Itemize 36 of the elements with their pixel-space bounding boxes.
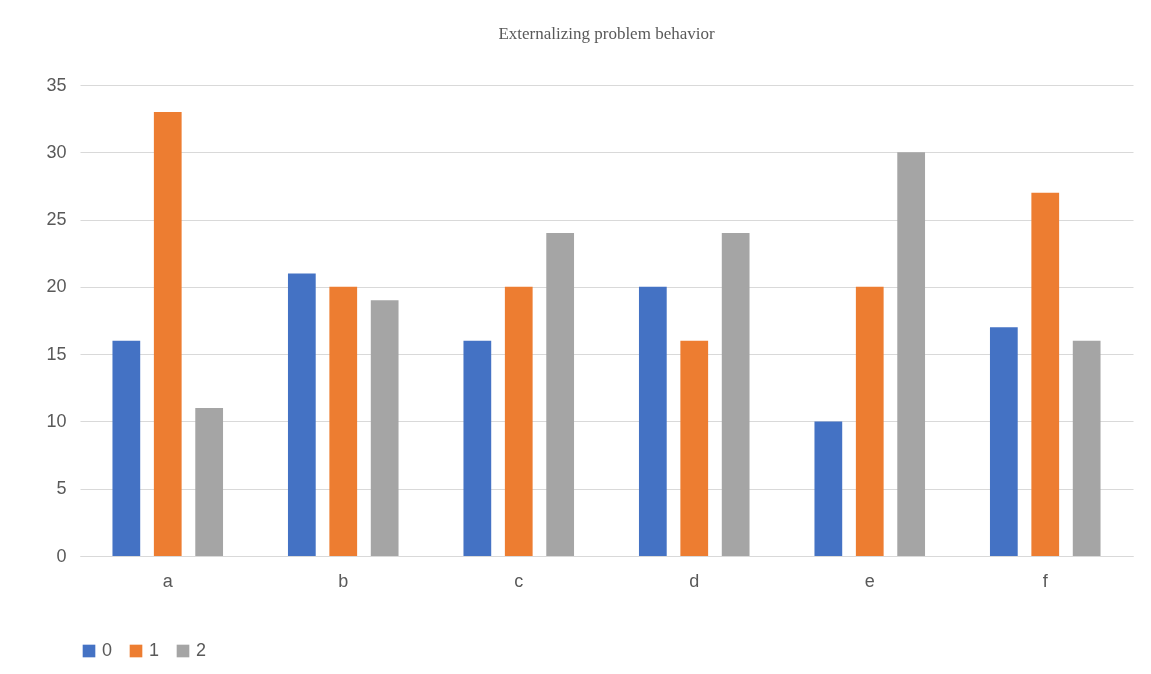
y-tick-label: 20: [46, 276, 67, 297]
bar: [329, 286, 358, 556]
bar: [153, 111, 182, 556]
bar: [1031, 192, 1060, 556]
bar: [463, 340, 492, 556]
bar: [721, 233, 750, 556]
chart-title: Externalizing problem behavior: [498, 24, 715, 43]
y-tick-label: 10: [46, 410, 67, 431]
legend-label: 2: [196, 640, 207, 660]
y-tick-label: 30: [46, 141, 67, 162]
bar: [989, 327, 1018, 556]
bar: [855, 286, 884, 556]
legend-label: 1: [149, 640, 160, 660]
x-tick-label: d: [689, 570, 700, 591]
x-tick-label: f: [1042, 570, 1049, 591]
bar: [287, 273, 316, 556]
x-tick-label: e: [864, 570, 875, 591]
y-tick-label: 5: [56, 478, 67, 499]
x-tick-label: c: [514, 570, 524, 591]
y-tick-label: 35: [46, 74, 67, 95]
bar: [546, 233, 575, 556]
bar: [897, 152, 926, 556]
bar: [638, 286, 667, 556]
bar: [370, 300, 399, 556]
y-tick-label: 25: [46, 209, 67, 230]
x-tick-label: a: [162, 570, 174, 591]
bar: [112, 340, 141, 556]
bar: [680, 340, 709, 556]
bar: [1072, 340, 1101, 556]
y-tick-label: 15: [46, 343, 67, 364]
bar: [814, 421, 843, 556]
legend-label: 0: [102, 640, 113, 660]
x-tick-label: b: [338, 570, 349, 591]
y-tick-label: 0: [56, 545, 67, 566]
bar: [195, 407, 224, 556]
bar: [504, 286, 533, 556]
